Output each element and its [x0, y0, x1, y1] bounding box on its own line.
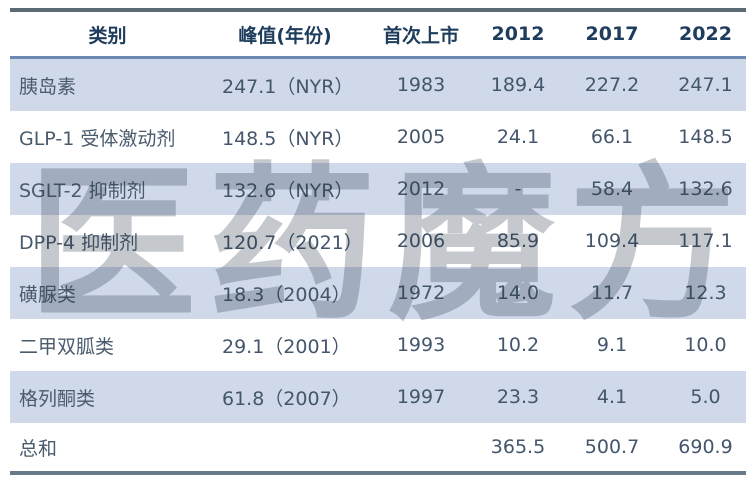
cell-2022: 117.1	[678, 230, 733, 252]
cell-2022: 5.0	[690, 386, 721, 408]
cell-peak: 148.5（NYR）	[222, 127, 354, 150]
table-row: SGLT-2 抑制剂 132.6（NYR） 2012 - 58.4 132.6	[10, 163, 746, 215]
cell-peak: 120.7（2021）	[222, 231, 363, 254]
table-row: 二甲双胍类 29.1（2001） 1993 10.2 9.1 10.0	[10, 319, 746, 371]
column-header-2022: 2022	[665, 12, 746, 59]
header-row: 类别 峰值(年份) 首次上市 2012 2017 2022	[10, 12, 746, 59]
cell-2012: -	[514, 178, 522, 200]
cell-peak: 247.1（NYR）	[222, 75, 354, 98]
table-row: 磺脲类 18.3（2004） 1972 14.0 11.7 12.3	[10, 267, 746, 319]
cell-2012: 14.0	[496, 282, 540, 304]
cell-first-launch: 1972	[396, 282, 446, 304]
cell-2017: 4.1	[596, 386, 628, 408]
column-header-peak: 峰值(年份)	[205, 12, 365, 59]
table-row-total: 总和 365.5 500.7 690.9	[10, 423, 746, 471]
cell-category: DPP-4 抑制剂	[19, 231, 139, 254]
table-row: 胰岛素 247.1（NYR） 1983 189.4 227.2 247.1	[10, 57, 746, 111]
cell-category: SGLT-2 抑制剂	[19, 179, 146, 202]
cell-category: 格列酮类	[19, 387, 96, 410]
cell-first-launch: 2012	[396, 178, 446, 200]
cell-2022: 12.3	[684, 282, 727, 304]
cell-2022: 247.1	[678, 74, 733, 96]
cell-2017: 58.4	[590, 178, 634, 200]
cell-first-launch: 2005	[396, 126, 446, 148]
cell-category: 胰岛素	[19, 75, 77, 98]
cell-category: GLP-1 受体激动剂	[19, 127, 176, 150]
table-row: GLP-1 受体激动剂 148.5（NYR） 2005 24.1 66.1 14…	[10, 111, 746, 163]
cell-2012: 24.1	[496, 126, 540, 148]
cell-first-launch: 1993	[396, 334, 446, 356]
table-body: 胰岛素 247.1（NYR） 1983 189.4 227.2 247.1 GL…	[10, 57, 746, 471]
drug-sales-table-container: 类别 峰值(年份) 首次上市 2012 2017 2022 胰岛素 247.1（…	[10, 8, 746, 475]
cell-2022: 690.9	[678, 436, 733, 458]
cell-peak: 29.1（2001）	[222, 335, 351, 358]
cell-peak: 132.6（NYR）	[222, 179, 354, 202]
cell-2022: 10.0	[684, 334, 727, 356]
column-header-category: 类别	[10, 12, 205, 59]
drug-sales-table: 类别 峰值(年份) 首次上市 2012 2017 2022 胰岛素 247.1（…	[10, 12, 746, 471]
cell-peak	[205, 423, 365, 471]
cell-category: 二甲双胍类	[19, 335, 115, 358]
cell-2012: 189.4	[490, 74, 546, 96]
cell-2012: 10.2	[496, 334, 540, 356]
cell-2012: 23.3	[496, 386, 540, 408]
cell-category-total: 总和	[19, 437, 58, 460]
column-header-first-launch: 首次上市	[365, 12, 477, 59]
column-header-2012: 2012	[477, 12, 559, 59]
cell-2017: 66.1	[590, 126, 634, 148]
table-row: 格列酮类 61.8（2007） 1997 23.3 4.1 5.0	[10, 371, 746, 423]
cell-2012: 85.9	[496, 230, 540, 252]
cell-peak: 61.8（2007）	[222, 387, 351, 410]
cell-2017: 11.7	[590, 282, 634, 304]
table-row: DPP-4 抑制剂 120.7（2021） 2006 85.9 109.4 11…	[10, 215, 746, 267]
column-header-2017: 2017	[559, 12, 665, 59]
cell-first-launch: 1997	[396, 386, 446, 408]
cell-first-launch: 2006	[396, 230, 446, 252]
cell-2017: 500.7	[584, 436, 640, 458]
cell-first-launch: 1983	[396, 74, 446, 96]
cell-first-launch	[365, 423, 477, 471]
cell-2012: 365.5	[490, 436, 546, 458]
cell-peak: 18.3（2004）	[222, 283, 351, 306]
cell-2017: 227.2	[584, 74, 640, 96]
cell-2022: 132.6	[678, 178, 733, 200]
cell-2022: 148.5	[678, 126, 733, 148]
cell-category: 磺脲类	[19, 283, 77, 306]
table-header: 类别 峰值(年份) 首次上市 2012 2017 2022	[10, 12, 746, 59]
cell-2017: 9.1	[596, 334, 628, 356]
cell-2017: 109.4	[584, 230, 640, 252]
